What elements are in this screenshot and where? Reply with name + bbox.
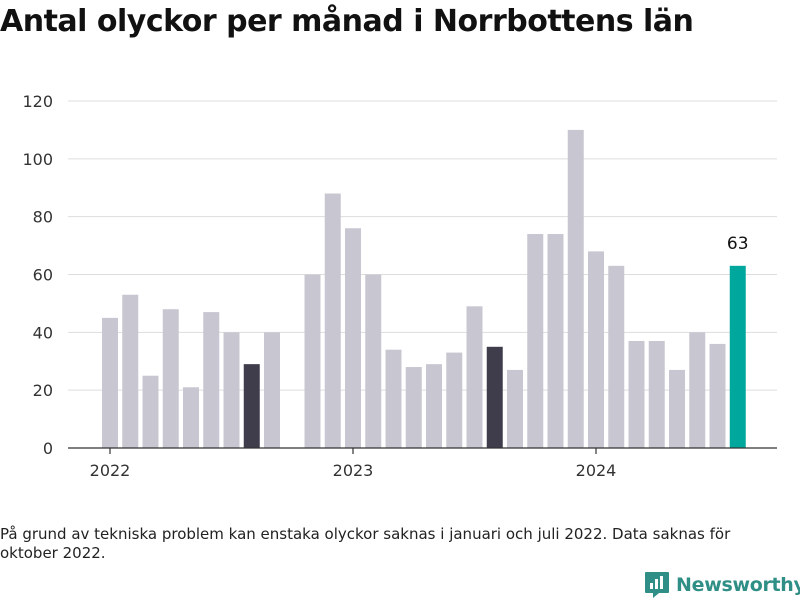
y-tick-label: 80 bbox=[33, 208, 53, 227]
bar-2023-10 bbox=[527, 234, 544, 448]
bar-2023-11 bbox=[547, 234, 564, 448]
y-tick-label: 120 bbox=[22, 92, 53, 111]
bar-2023-09 bbox=[507, 369, 523, 448]
bar-2022-09 bbox=[264, 332, 280, 448]
bar-2024-01 bbox=[588, 251, 604, 448]
bar-2023-05 bbox=[426, 364, 442, 448]
y-tick-label: 40 bbox=[33, 323, 53, 342]
bar-2022-05 bbox=[183, 387, 199, 448]
bar-2022-11 bbox=[304, 274, 321, 448]
bar-2022-01 bbox=[102, 317, 118, 448]
y-tick-label: 60 bbox=[33, 266, 53, 285]
latest-value-label: 63 bbox=[727, 234, 749, 254]
bar-2023-03 bbox=[385, 349, 402, 448]
bar-2023-08 bbox=[486, 346, 503, 448]
bars bbox=[102, 129, 746, 448]
footnote: På grund av tekniska problem kan enstaka… bbox=[0, 525, 731, 562]
brand-name: Newsworthy bbox=[676, 574, 800, 596]
bar-2022-08 bbox=[243, 364, 260, 448]
bar-2022-03 bbox=[142, 375, 159, 448]
bar-2024-07 bbox=[709, 343, 726, 448]
bar-2024-05 bbox=[669, 369, 685, 448]
chart-title: Antal olyckor per månad i Norrbottens lä… bbox=[0, 4, 694, 39]
bar-2022-12 bbox=[324, 193, 341, 448]
bar-2023-04 bbox=[405, 367, 422, 448]
bar-2023-01 bbox=[345, 228, 361, 448]
y-axis: 0 20 40 60 80 100 120 bbox=[22, 92, 53, 458]
bar-2022-02 bbox=[122, 294, 139, 448]
data-labels: 63 bbox=[727, 234, 749, 254]
x-tick-label: 2022 bbox=[90, 461, 131, 480]
bar-2024-03 bbox=[628, 341, 645, 448]
bar-2024-06 bbox=[689, 332, 706, 448]
bar-2022-04 bbox=[162, 309, 179, 448]
bar-2024-08 bbox=[729, 265, 746, 448]
brand-logo[interactable]: Newsworthy bbox=[644, 570, 800, 600]
bar-2022-07 bbox=[223, 332, 240, 448]
bar-2022-06 bbox=[203, 312, 220, 448]
y-tick-label: 100 bbox=[22, 150, 53, 169]
bar-2024-04 bbox=[648, 341, 665, 448]
bar-2023-12 bbox=[567, 129, 584, 448]
x-axis: 2022 2023 2024 bbox=[68, 447, 777, 480]
bar-2023-07 bbox=[466, 306, 483, 448]
x-tick-label: 2024 bbox=[576, 461, 617, 480]
bar-chart: 0 20 40 60 80 100 120 2022 2023 2024 63 bbox=[22, 92, 777, 480]
newsworthy-logo-icon bbox=[645, 572, 669, 598]
y-tick-label: 20 bbox=[33, 381, 53, 400]
x-tick-label: 2023 bbox=[333, 461, 374, 480]
y-tick-label: 0 bbox=[43, 439, 53, 458]
bar-2023-06 bbox=[446, 352, 463, 448]
bar-2024-02 bbox=[608, 265, 625, 448]
bar-2023-02 bbox=[365, 274, 382, 448]
